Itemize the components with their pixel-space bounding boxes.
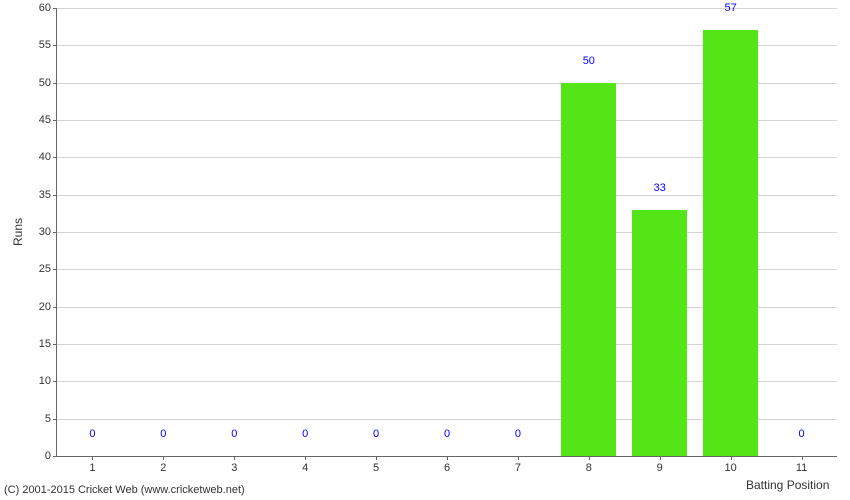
y-tick-label: 55 (39, 39, 57, 51)
bar (632, 210, 687, 456)
y-tick-label: 60 (39, 2, 57, 14)
value-label: 0 (798, 428, 804, 440)
x-tick-label: 2 (160, 456, 166, 474)
value-label: 0 (89, 428, 95, 440)
y-tick-label: 5 (45, 413, 57, 425)
y-tick-label: 40 (39, 151, 57, 163)
value-label: 0 (231, 428, 237, 440)
y-tick-label: 15 (39, 338, 57, 350)
x-tick-label: 9 (657, 456, 663, 474)
copyright-text: (C) 2001-2015 Cricket Web (www.cricketwe… (4, 484, 245, 496)
value-label: 0 (444, 428, 450, 440)
y-axis-title: Runs (11, 218, 25, 246)
value-label: 0 (373, 428, 379, 440)
value-label: 0 (515, 428, 521, 440)
y-tick-label: 35 (39, 189, 57, 201)
plot-area: 0510152025303540455055601020304050607085… (56, 8, 837, 457)
x-tick-label: 4 (302, 456, 308, 474)
bar (703, 30, 758, 456)
y-tick-label: 50 (39, 77, 57, 89)
value-label: 50 (583, 55, 595, 67)
y-tick-label: 0 (45, 450, 57, 462)
x-tick-label: 1 (89, 456, 95, 474)
x-tick-label: 10 (725, 456, 737, 474)
y-gridline (57, 8, 837, 9)
bar (561, 83, 616, 456)
x-tick-label: 5 (373, 456, 379, 474)
y-tick-label: 45 (39, 114, 57, 126)
value-label: 57 (725, 2, 737, 14)
y-tick-label: 30 (39, 226, 57, 238)
value-label: 0 (302, 428, 308, 440)
x-tick-label: 7 (515, 456, 521, 474)
y-tick-label: 25 (39, 263, 57, 275)
x-axis-title: Batting Position (746, 478, 829, 492)
x-tick-label: 8 (586, 456, 592, 474)
x-tick-label: 11 (796, 456, 807, 474)
value-label: 0 (160, 428, 166, 440)
y-tick-label: 20 (39, 301, 57, 313)
value-label: 33 (654, 182, 666, 194)
chart-container: 0510152025303540455055601020304050607085… (0, 0, 850, 500)
x-tick-label: 6 (444, 456, 450, 474)
y-tick-label: 10 (39, 375, 57, 387)
x-tick-label: 3 (231, 456, 237, 474)
